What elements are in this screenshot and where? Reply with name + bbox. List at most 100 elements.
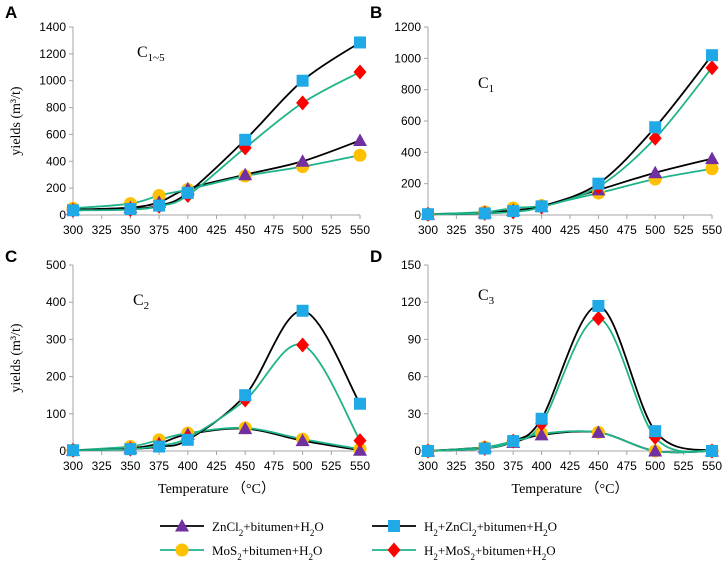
x-tick-label: 500	[293, 223, 313, 237]
series-markers	[66, 304, 367, 458]
x-tick-label: 300	[63, 459, 83, 473]
data-point-square	[706, 445, 718, 457]
y-tick-label: 0	[59, 208, 66, 222]
x-tick-label: 375	[503, 459, 523, 473]
y-tick-label: 500	[46, 258, 66, 272]
x-tick-label: 325	[92, 223, 112, 237]
legend-label: H2+ZnCl2+bitumen+H2O	[424, 519, 557, 538]
x-tick-label: 550	[702, 459, 722, 473]
data-point-square	[535, 412, 548, 425]
panel-d: 0 30 60 90 120 150 300 325 350 375 400 425 450 475 500…	[370, 247, 722, 497]
x-tick-label: 325	[446, 223, 466, 237]
x-tick-label: 425	[560, 223, 580, 237]
legend-item: H2+ZnCl2+bitumen+H2O	[372, 519, 557, 538]
x-tick-label: 450	[235, 223, 255, 237]
x-tick-label: 450	[588, 223, 608, 237]
series-line-h2-zncl2-bitumen-h2o	[72, 41, 361, 212]
x-tick-label: 300	[418, 459, 438, 473]
data-point-triangle	[353, 133, 367, 146]
legend-marker-triangle	[175, 519, 189, 532]
x-tick-label: 350	[120, 223, 140, 237]
legend-marker-diamond	[387, 542, 401, 558]
series-markers	[421, 299, 719, 459]
legend-label: MoS2+bitumen+H2O	[212, 543, 322, 562]
series-lines	[427, 54, 713, 216]
series-markers	[66, 36, 367, 218]
series-line-h2-zncl2-bitumen-h2o	[427, 305, 713, 452]
y-axis-label: yields (m³/t)	[9, 86, 24, 155]
data-point-triangle	[238, 421, 253, 435]
panel-title: C2	[133, 292, 149, 312]
x-tick-label: 400	[532, 223, 552, 237]
y-tick-label: 1200	[394, 20, 421, 34]
data-point-triangle	[238, 167, 253, 181]
series-lines	[72, 41, 361, 212]
legend-marker-square	[388, 520, 400, 532]
y-tick-label: 400	[46, 154, 66, 168]
y-tick-label: 60	[408, 370, 422, 384]
data-point-square	[354, 36, 366, 49]
y-tick-label: 1000	[39, 74, 66, 88]
x-tick-label: 550	[350, 459, 370, 473]
x-tick-label: 375	[503, 223, 523, 237]
y-axis-label: yields (m³/t)	[9, 323, 24, 392]
data-point-square	[507, 205, 520, 218]
x-tick-label: 525	[321, 459, 341, 473]
x-tick-label: 325	[446, 459, 466, 473]
data-point-square	[153, 199, 166, 212]
panel-title: C1~5	[137, 44, 165, 64]
y-tick-label: 120	[401, 295, 421, 309]
data-point-square	[478, 442, 491, 455]
data-point-triangle	[648, 165, 663, 179]
series-line-mos2-bitumen-h2o	[72, 154, 361, 210]
data-point-square	[535, 200, 548, 213]
series-line-h2-mos2-bitumen-h2o	[72, 71, 361, 212]
y-tick-label: 90	[408, 332, 422, 346]
x-tick-label: 550	[702, 223, 722, 237]
data-point-triangle	[353, 443, 367, 456]
legend: ZnCl2+bitumen+H2O H2+ZnCl2+bitumen+H2O MoS…	[160, 519, 557, 562]
series-line-zncl2-bitumen-h2o	[427, 157, 713, 216]
y-tick-label: 0	[414, 444, 421, 458]
data-point-circle	[705, 162, 719, 176]
series-lines	[427, 305, 713, 454]
y-tick-label: 30	[408, 407, 422, 421]
y-tick-label: 200	[46, 370, 66, 384]
data-point-square	[67, 204, 79, 217]
data-point-square	[354, 397, 366, 410]
x-tick-label: 425	[560, 459, 580, 473]
data-point-square	[649, 121, 662, 134]
x-tick-label: 500	[645, 459, 665, 473]
y-tick-label: 800	[401, 83, 421, 97]
data-point-square	[706, 49, 718, 62]
series-line-mos2-bitumen-h2o	[72, 426, 361, 452]
legend-label: ZnCl2+bitumen+H2O	[212, 519, 324, 538]
data-point-square	[592, 177, 605, 190]
y-tick-label: 300	[46, 332, 66, 346]
x-tick-label: 325	[92, 459, 112, 473]
series-line-mos2-bitumen-h2o	[427, 167, 713, 216]
x-tick-label: 350	[120, 459, 140, 473]
data-point-square	[124, 202, 137, 215]
data-point-diamond	[648, 130, 662, 146]
data-point-square	[239, 389, 252, 402]
y-tick-label: 0	[414, 208, 421, 222]
x-tick-label: 550	[350, 223, 370, 237]
data-point-square	[592, 299, 605, 312]
panel-title: C1	[478, 75, 494, 95]
data-point-diamond	[353, 64, 367, 80]
x-axis-label: Temperature （°C）	[158, 481, 275, 497]
x-tick-label: 450	[588, 459, 608, 473]
data-point-triangle	[295, 433, 310, 447]
panel-a: 0 200 400 600 800 1000 1200 1400 300 325 350 375 400…	[5, 3, 370, 237]
series-lines	[72, 309, 361, 452]
y-tick-label: 1400	[39, 20, 66, 34]
series-line-h2-mos2-bitumen-h2o	[427, 67, 713, 216]
legend-item: MoS2+bitumen+H2O	[160, 543, 322, 562]
panel-letter: C	[5, 247, 17, 266]
y-tick-label: 400	[46, 295, 66, 309]
legend-item: ZnCl2+bitumen+H2O	[160, 519, 324, 538]
data-point-triangle	[705, 151, 719, 165]
series-line-h2-mos2-bitumen-h2o	[72, 343, 361, 452]
